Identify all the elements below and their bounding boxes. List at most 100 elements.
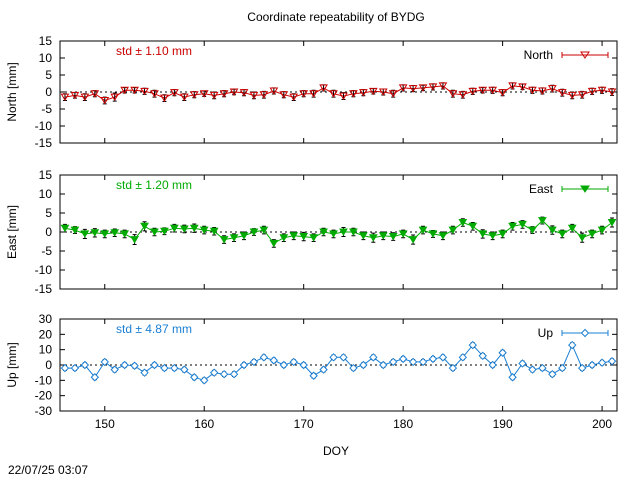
up-std-label: std ± 4.87 mm bbox=[116, 322, 192, 336]
up-ytick-label: -30 bbox=[35, 404, 53, 418]
up-data-point bbox=[319, 365, 328, 374]
east-data-point bbox=[110, 229, 120, 237]
north-ytick-label: -10 bbox=[35, 119, 53, 133]
east-data-point bbox=[189, 224, 199, 233]
east-data-point bbox=[249, 228, 259, 236]
north-data-point bbox=[279, 91, 289, 99]
up-data-point bbox=[130, 361, 139, 370]
east-data-point bbox=[498, 230, 507, 238]
x-tick-label: 200 bbox=[592, 417, 612, 431]
east-std-label: std ± 1.20 mm bbox=[116, 178, 192, 192]
up-data-point bbox=[587, 360, 597, 370]
east-data-point bbox=[577, 234, 587, 242]
east-data-point bbox=[140, 222, 149, 231]
up-data-point bbox=[458, 353, 468, 362]
east-data-point bbox=[607, 219, 617, 227]
north-ytick-label: -15 bbox=[35, 136, 53, 150]
east-data-point bbox=[587, 230, 597, 238]
up-data-point bbox=[100, 357, 109, 367]
north-data-point bbox=[170, 89, 179, 97]
up-data-point bbox=[577, 363, 587, 373]
east-data-point bbox=[219, 236, 229, 244]
east-y-axis-label: East [mm] bbox=[5, 205, 19, 259]
north-data-point bbox=[309, 90, 319, 98]
north-data-point bbox=[448, 90, 458, 98]
up-data-point bbox=[190, 373, 199, 382]
east-data-point bbox=[597, 226, 607, 235]
east-data-point bbox=[458, 219, 468, 227]
up-data-point bbox=[438, 353, 448, 362]
up-data-point bbox=[160, 363, 169, 373]
up-data-point bbox=[249, 357, 259, 367]
north-data-point bbox=[438, 82, 448, 90]
x-tick-label: 190 bbox=[493, 417, 513, 431]
north-data-point bbox=[239, 89, 249, 97]
up-data-point bbox=[259, 353, 269, 362]
east-panel: -15 -10 -5 0 5 10 15 East [mm] std ± 1.20 mm East bbox=[5, 168, 618, 296]
east-data-point bbox=[368, 234, 378, 242]
east-data-point bbox=[120, 230, 130, 238]
north-data-point bbox=[229, 88, 239, 96]
up-data-point bbox=[299, 360, 308, 370]
east-data-point bbox=[349, 228, 358, 236]
east-data-point bbox=[448, 226, 458, 235]
up-data-point bbox=[448, 363, 458, 373]
north-data-point bbox=[259, 91, 269, 99]
east-data-point bbox=[398, 230, 408, 238]
east-data-point bbox=[269, 239, 279, 248]
east-data-point bbox=[279, 234, 289, 242]
north-data-point bbox=[597, 86, 607, 95]
north-data-point bbox=[249, 91, 259, 100]
north-data-point bbox=[368, 87, 378, 96]
up-data-point bbox=[597, 358, 607, 367]
north-data-point bbox=[458, 91, 468, 99]
up-data-point bbox=[528, 365, 537, 374]
up-data-point bbox=[558, 363, 567, 373]
up-data-point bbox=[150, 360, 159, 370]
figure-title: Coordinate repeatability of BYDG bbox=[247, 10, 424, 24]
east-data-point bbox=[199, 226, 209, 235]
up-data-point bbox=[209, 368, 219, 377]
east-legend-label: East bbox=[529, 182, 554, 196]
north-ytick-label: 15 bbox=[39, 34, 53, 48]
up-ytick-label: -20 bbox=[35, 389, 53, 403]
north-data-point bbox=[378, 88, 388, 96]
east-data-point bbox=[259, 226, 269, 235]
east-data-point bbox=[418, 226, 428, 235]
north-data-point bbox=[607, 88, 617, 96]
east-data-point bbox=[329, 230, 338, 238]
north-data-point bbox=[70, 91, 80, 100]
north-data-point bbox=[199, 90, 209, 98]
east-data-point bbox=[70, 226, 80, 235]
east-data-point bbox=[428, 230, 438, 238]
east-data-point bbox=[567, 224, 577, 233]
up-ytick-label: 30 bbox=[39, 312, 53, 326]
east-data-point bbox=[538, 217, 547, 225]
up-data-point bbox=[349, 363, 358, 373]
north-data-point bbox=[60, 93, 70, 102]
north-legend-marker bbox=[580, 51, 590, 59]
north-data-point bbox=[498, 89, 507, 97]
up-data-point bbox=[339, 353, 348, 362]
east-data-point bbox=[488, 232, 498, 240]
up-data-point bbox=[229, 369, 239, 379]
north-y-axis-label: North [mm] bbox=[5, 62, 19, 121]
up-data-point bbox=[538, 363, 547, 373]
up-data-point bbox=[488, 360, 497, 370]
north-data-point bbox=[80, 93, 90, 102]
up-y-axis-label: Up [mm] bbox=[5, 342, 19, 387]
up-data-point bbox=[140, 368, 149, 377]
north-data-point bbox=[209, 91, 219, 100]
north-ytick-label: -5 bbox=[41, 102, 52, 116]
north-data-point bbox=[150, 90, 159, 98]
east-data-point bbox=[299, 233, 309, 241]
up-data-point bbox=[418, 357, 428, 367]
east-data-point bbox=[150, 228, 159, 236]
east-data-point bbox=[339, 228, 348, 236]
x-tick-label: 180 bbox=[393, 417, 413, 431]
up-data-point bbox=[548, 369, 557, 379]
east-data-point bbox=[60, 224, 70, 233]
east-data-point bbox=[528, 226, 537, 235]
up-data-point bbox=[498, 348, 507, 357]
east-ytick-label: -10 bbox=[35, 263, 53, 277]
